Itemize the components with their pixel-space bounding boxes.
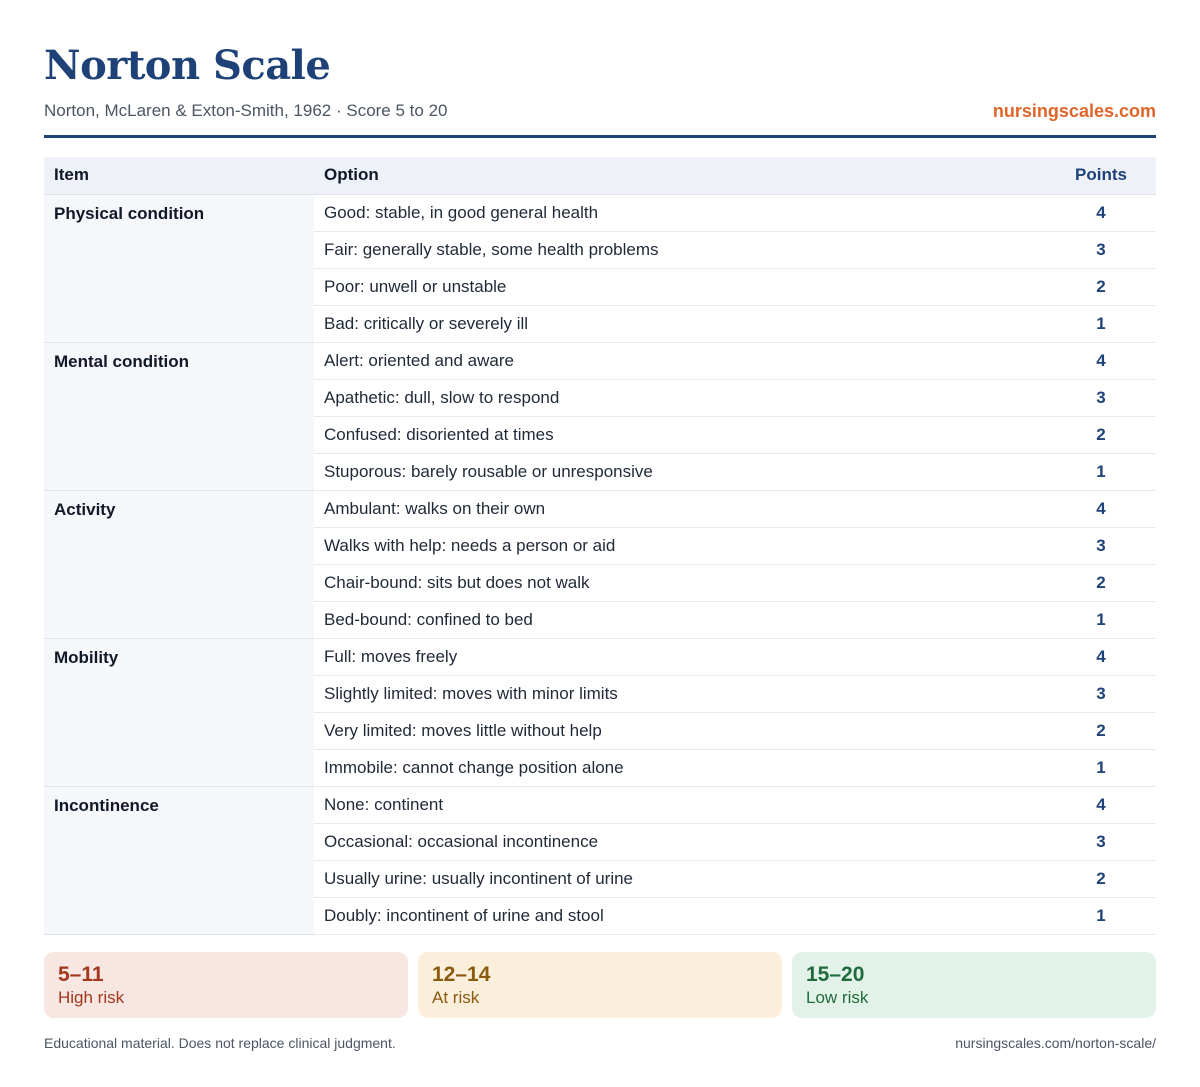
table-row: Confused: disoriented at times 2	[44, 416, 1156, 454]
option-cell: Immobile: cannot change position alone	[314, 749, 1046, 787]
option-cell: Slightly limited: moves with minor limit…	[314, 675, 1046, 713]
table-row: Mobility Full: moves freely 4	[44, 638, 1156, 787]
option-cell: Very limited: moves little without help	[314, 712, 1046, 750]
page-subtitle: Norton, McLaren & Exton-Smith, 1962 · Sc…	[44, 101, 448, 120]
brand-link[interactable]: nursingscales.com	[992, 101, 1156, 121]
table-row: Walks with help: needs a person or aid 3	[44, 527, 1156, 565]
table-row: Apathetic: dull, slow to respond 3	[44, 379, 1156, 417]
option-cell: Bad: critically or severely ill	[314, 305, 1046, 343]
points-cell: 3	[1046, 675, 1156, 713]
risk-band-high: 5–11 High risk	[44, 952, 408, 1018]
table-row: Occasional: occasional incontinence 3	[44, 823, 1156, 861]
option-cell: None: continent	[314, 786, 1046, 824]
option-cell: Confused: disoriented at times	[314, 416, 1046, 454]
points-cell: 4	[1046, 638, 1156, 676]
risk-band-label: At risk	[432, 988, 480, 1007]
risk-band-label: Low risk	[806, 988, 869, 1007]
column-header-item: Item	[44, 157, 314, 195]
points-cell: 3	[1046, 231, 1156, 269]
option-cell: Walks with help: needs a person or aid	[314, 527, 1046, 565]
table-row: Mental condition Alert: oriented and awar…	[44, 342, 1156, 491]
option-cell: Occasional: occasional incontinence	[314, 823, 1046, 861]
footer-disclaimer: Educational material. Does not replace c…	[44, 1035, 396, 1051]
points-cell: 2	[1046, 268, 1156, 306]
table-row: Slightly limited: moves with minor limit…	[44, 675, 1156, 713]
points-cell: 3	[1046, 527, 1156, 565]
option-cell: Good: stable, in good general health	[314, 194, 1046, 232]
points-cell: 3	[1046, 823, 1156, 861]
item-name-cell: Incontinence	[44, 786, 314, 935]
risk-band-label: High risk	[58, 988, 125, 1007]
points-cell: 4	[1046, 490, 1156, 528]
item-name-cell: Activity	[44, 490, 314, 639]
table-row: Stuporous: barely rousable or unresponsi…	[44, 453, 1156, 491]
points-cell: 1	[1046, 897, 1156, 935]
points-cell: 4	[1046, 194, 1156, 232]
column-header-option: Option	[314, 157, 1046, 195]
table-row: Poor: unwell or unstable 2	[44, 268, 1156, 306]
points-cell: 4	[1046, 786, 1156, 824]
risk-bands: 5–11 High risk 12–14 At risk 15–20 Low r…	[44, 952, 1156, 1018]
item-name-cell: Mental condition	[44, 342, 314, 491]
table-row: Bed-bound: confined to bed 1	[44, 601, 1156, 639]
table-row: Activity Ambulant: walks on their own 4	[44, 490, 1156, 639]
option-cell: Poor: unwell or unstable	[314, 268, 1046, 306]
points-cell: 2	[1046, 712, 1156, 750]
table-row: Very limited: moves little without help 2	[44, 712, 1156, 750]
option-cell: Stuporous: barely rousable or unresponsi…	[314, 453, 1046, 491]
risk-band-low: 15–20 Low risk	[792, 952, 1156, 1018]
option-cell: Apathetic: dull, slow to respond	[314, 379, 1046, 417]
option-cell: Full: moves freely	[314, 638, 1046, 676]
points-cell: 1	[1046, 601, 1156, 639]
table-row: Usually urine: usually incontinent of ur…	[44, 860, 1156, 898]
risk-band-range: 15–20	[806, 963, 865, 986]
column-header-points: Points	[1046, 157, 1156, 195]
header-divider	[44, 135, 1156, 138]
risk-band-range: 5–11	[58, 963, 104, 986]
option-cell: Ambulant: walks on their own	[314, 490, 1046, 528]
option-cell: Chair-bound: sits but does not walk	[314, 564, 1046, 602]
table-body: Physical condition Good: stable, in good …	[44, 194, 1156, 935]
option-cell: Doubly: incontinent of urine and stool	[314, 897, 1046, 935]
table-row: Fair: generally stable, some health prob…	[44, 231, 1156, 269]
points-cell: 2	[1046, 860, 1156, 898]
points-cell: 1	[1046, 749, 1156, 787]
option-cell: Bed-bound: confined to bed	[314, 601, 1046, 639]
norton-scale-table: Item Option Points Physical condition Goo…	[44, 157, 1156, 935]
points-cell: 1	[1046, 305, 1156, 343]
table-row: Immobile: cannot change position alone 1	[44, 749, 1156, 787]
page-title: Norton Scale	[44, 42, 331, 89]
table-row: Doubly: incontinent of urine and stool 1	[44, 897, 1156, 935]
risk-band-range: 12–14	[432, 963, 491, 986]
risk-band-at-risk: 12–14 At risk	[418, 952, 782, 1018]
option-cell: Alert: oriented and aware	[314, 342, 1046, 380]
footer-url-link[interactable]: nursingscales.com/norton-scale/	[955, 1035, 1156, 1051]
points-cell: 1	[1046, 453, 1156, 491]
points-cell: 3	[1046, 379, 1156, 417]
option-cell: Usually urine: usually incontinent of ur…	[314, 860, 1046, 898]
table-row: Chair-bound: sits but does not walk 2	[44, 564, 1156, 602]
option-cell: Fair: generally stable, some health prob…	[314, 231, 1046, 269]
table-header-row: Item Option Points	[44, 157, 1156, 195]
table-row: Incontinence None: continent 4	[44, 786, 1156, 935]
table-row: Bad: critically or severely ill 1	[44, 305, 1156, 343]
item-name-cell: Physical condition	[44, 194, 314, 343]
item-name-cell: Mobility	[44, 638, 314, 787]
points-cell: 4	[1046, 342, 1156, 380]
points-cell: 2	[1046, 564, 1156, 602]
table-row: Physical condition Good: stable, in good …	[44, 194, 1156, 343]
points-cell: 2	[1046, 416, 1156, 454]
